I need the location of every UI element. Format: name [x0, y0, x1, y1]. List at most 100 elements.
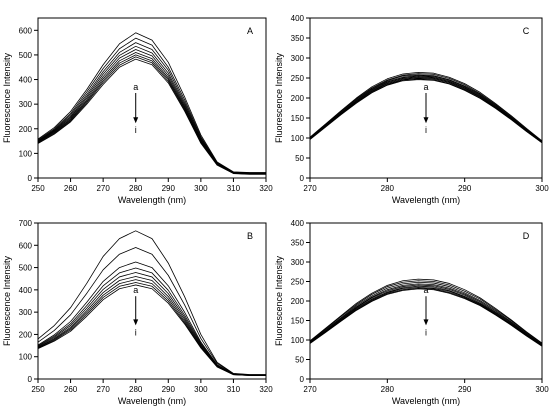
series-line — [37, 42, 266, 174]
x-tick-label: 320 — [259, 184, 273, 193]
series-line — [37, 282, 266, 376]
x-tick-label: 290 — [162, 184, 176, 193]
x-tick-label: 270 — [96, 385, 110, 394]
series-line — [309, 281, 543, 345]
y-tick-label: 250 — [291, 74, 305, 83]
x-tick-label: 250 — [31, 385, 45, 394]
y-axis-label: Fluorescence Intensity — [2, 255, 12, 346]
annotation-end-label: i — [425, 327, 427, 337]
x-tick-label: 270 — [303, 184, 317, 193]
y-tick-label: 400 — [291, 219, 305, 228]
x-tick-label: 290 — [458, 385, 472, 394]
y-tick-label: 500 — [19, 51, 33, 60]
series-line — [37, 276, 266, 376]
x-tick-label: 270 — [303, 385, 317, 394]
x-tick-label: 260 — [64, 385, 78, 394]
series-line — [37, 247, 266, 376]
x-axis-label: Wavelength (nm) — [118, 396, 186, 406]
y-tick-label: 200 — [291, 297, 305, 306]
y-tick-label: 100 — [291, 336, 305, 345]
annotation-start-label: a — [133, 82, 138, 92]
annotation-end-label: i — [425, 125, 427, 135]
series-line — [309, 284, 543, 346]
panel-d: 0 50 100 150 200 250 300 350 400 270 280 290 300 Wave… — [274, 219, 549, 406]
series-line — [309, 288, 543, 347]
plot-frame — [37, 17, 267, 179]
y-tick-label: 50 — [295, 356, 304, 365]
x-axis-label: Wavelength (nm) — [118, 195, 186, 205]
series-line — [309, 280, 543, 344]
y-tick-label: 50 — [295, 154, 304, 163]
y-tick-label: 200 — [19, 125, 33, 134]
y-tick-label: 150 — [291, 317, 305, 326]
x-tick-label: 270 — [96, 184, 110, 193]
x-tick-label: 300 — [194, 184, 208, 193]
panel-label: D — [523, 231, 530, 241]
x-tick-label: 290 — [458, 184, 472, 193]
x-tick-label: 280 — [381, 385, 395, 394]
series-line — [37, 32, 266, 173]
y-tick-label: 0 — [300, 375, 305, 384]
y-tick-label: 300 — [291, 54, 305, 63]
y-tick-label: 0 — [28, 174, 33, 183]
panel-c: 0 50 100 150 200 250 300 350 400 270 280 290 300 Wave… — [274, 14, 549, 205]
series-line — [37, 58, 266, 175]
y-tick-label: 200 — [19, 330, 33, 339]
y-tick-label: 250 — [291, 278, 305, 287]
y-axis-label: Fluorescence Intensity — [2, 52, 12, 143]
x-tick-label: 310 — [227, 385, 241, 394]
x-tick-label: 280 — [129, 184, 143, 193]
annotation-arrow-head — [423, 117, 429, 124]
annotation-end-label: i — [135, 125, 137, 135]
y-axis-label: Fluorescence Intensity — [274, 52, 284, 143]
y-tick-label: 350 — [291, 239, 305, 248]
series-line — [309, 283, 543, 346]
x-tick-label: 310 — [227, 184, 241, 193]
y-tick-label: 350 — [291, 34, 305, 43]
x-tick-label: 280 — [129, 385, 143, 394]
y-tick-label: 500 — [19, 264, 33, 273]
series-line — [37, 284, 266, 376]
x-tick-label: 300 — [535, 385, 549, 394]
y-tick-label: 100 — [291, 134, 305, 143]
series-line — [309, 278, 543, 344]
series-line — [37, 230, 266, 375]
series-line — [37, 272, 266, 376]
plot-frame — [37, 222, 267, 380]
y-tick-label: 300 — [19, 100, 33, 109]
x-axis-label: Wavelength (nm) — [392, 195, 460, 205]
panel-a: 0 100 200 300 400 500 600 250 260 270 280 290 300 310… — [2, 17, 273, 205]
series-line — [309, 74, 543, 142]
annotation-start-label: a — [133, 285, 138, 295]
panel-label: C — [523, 26, 530, 36]
y-tick-label: 400 — [291, 14, 305, 23]
x-tick-label: 260 — [64, 184, 78, 193]
x-tick-label: 290 — [162, 385, 176, 394]
panel-label: A — [247, 26, 253, 36]
series-line — [309, 72, 543, 142]
y-tick-label: 0 — [28, 375, 33, 384]
annotation-start-label: a — [423, 82, 428, 92]
panel-b: 0 100 200 300 400 500 600 700 250 260 270 280 290 300… — [2, 219, 273, 406]
panel-label: B — [247, 231, 253, 241]
x-tick-label: 280 — [381, 184, 395, 193]
y-tick-label: 600 — [19, 26, 33, 35]
x-tick-label: 300 — [535, 184, 549, 193]
y-tick-label: 700 — [19, 219, 33, 228]
series-line — [37, 279, 266, 376]
y-tick-label: 150 — [291, 114, 305, 123]
annotation-arrow-head — [133, 117, 139, 124]
series-line — [37, 261, 266, 376]
series-line — [309, 285, 543, 346]
annotation-end-label: i — [135, 327, 137, 337]
y-tick-label: 0 — [300, 174, 305, 183]
y-tick-label: 300 — [19, 308, 33, 317]
y-tick-label: 600 — [19, 241, 33, 250]
series-line — [309, 73, 543, 142]
x-tick-label: 320 — [259, 385, 273, 394]
annotation-arrow-head — [423, 319, 429, 326]
annotation-arrow-head — [133, 319, 139, 326]
x-tick-label: 300 — [194, 385, 208, 394]
y-tick-label: 200 — [291, 94, 305, 103]
